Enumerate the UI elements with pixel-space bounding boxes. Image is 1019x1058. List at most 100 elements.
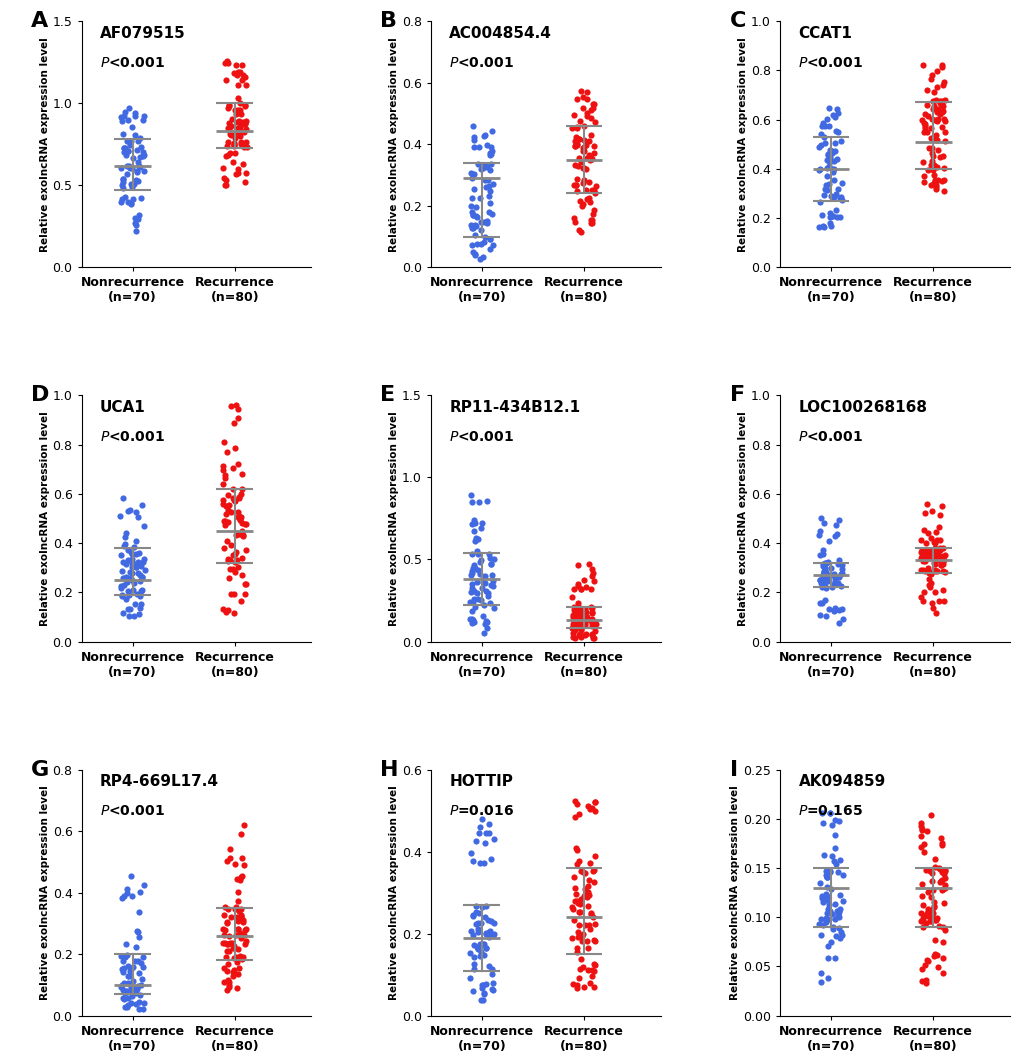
Point xyxy=(219,54,235,71)
Point xyxy=(474,980,490,997)
Point xyxy=(224,940,240,956)
Point xyxy=(114,562,130,579)
Point xyxy=(115,952,131,969)
Point xyxy=(564,120,580,136)
Point xyxy=(924,84,941,101)
Point xyxy=(480,171,496,188)
Point xyxy=(237,165,254,182)
Point xyxy=(931,860,948,877)
Point xyxy=(227,166,244,183)
Point xyxy=(811,606,827,623)
Point xyxy=(112,948,128,965)
Point xyxy=(483,123,499,140)
Point xyxy=(925,945,942,962)
Point xyxy=(463,565,479,582)
Point xyxy=(921,549,937,566)
Point xyxy=(215,476,231,493)
Point xyxy=(587,794,603,810)
Point xyxy=(463,546,479,563)
Point xyxy=(825,603,842,620)
Point xyxy=(915,114,931,131)
Point xyxy=(924,545,941,562)
Point xyxy=(918,900,934,917)
Point xyxy=(218,915,234,932)
Point xyxy=(226,440,243,457)
Point xyxy=(582,127,598,144)
Point xyxy=(575,959,591,975)
Point xyxy=(578,182,594,199)
Point xyxy=(481,595,497,612)
Point xyxy=(816,910,833,927)
Point xyxy=(814,217,830,234)
Point xyxy=(817,878,834,895)
Point xyxy=(575,175,591,191)
Point xyxy=(133,568,150,585)
Point xyxy=(930,917,947,934)
Point xyxy=(575,864,591,881)
Point xyxy=(825,108,842,125)
Point xyxy=(827,928,844,945)
Point xyxy=(569,944,585,961)
Point xyxy=(914,592,930,609)
Point xyxy=(229,912,246,929)
Point xyxy=(568,177,584,194)
Point xyxy=(815,577,832,594)
Point xyxy=(221,121,237,138)
Point xyxy=(812,927,828,944)
Point xyxy=(484,236,500,253)
Point xyxy=(122,134,139,151)
Point xyxy=(925,859,942,876)
Point xyxy=(813,804,829,821)
Point xyxy=(472,553,488,570)
Point xyxy=(814,129,830,146)
Point xyxy=(569,856,585,873)
Point xyxy=(817,886,834,902)
Point xyxy=(912,544,928,561)
Point xyxy=(219,553,235,570)
Point xyxy=(572,625,588,642)
Point xyxy=(225,135,242,152)
Point xyxy=(826,895,843,912)
Point xyxy=(116,188,132,205)
Point xyxy=(818,567,835,584)
Point xyxy=(233,950,250,967)
Point xyxy=(467,514,483,531)
Point xyxy=(933,581,950,598)
Point xyxy=(119,982,136,999)
Point xyxy=(932,863,949,880)
Point xyxy=(817,181,834,198)
Point xyxy=(931,540,948,557)
Point xyxy=(925,166,942,183)
Point xyxy=(113,579,129,596)
Point xyxy=(463,198,479,215)
Y-axis label: Relative exolncRNA expression level: Relative exolncRNA expression level xyxy=(388,785,398,1000)
Point xyxy=(918,952,934,969)
Point xyxy=(923,595,940,612)
Point xyxy=(135,144,151,161)
Point xyxy=(483,981,499,998)
Point xyxy=(466,560,482,577)
Point xyxy=(586,933,602,950)
Point xyxy=(112,508,128,525)
Point xyxy=(587,802,603,819)
Point xyxy=(577,916,593,933)
Point xyxy=(825,576,842,592)
Point xyxy=(571,600,587,617)
Point xyxy=(578,107,594,124)
Point xyxy=(934,965,951,982)
Point xyxy=(570,578,586,595)
Point xyxy=(130,545,147,562)
Point xyxy=(583,906,599,923)
Point xyxy=(820,152,837,169)
Point xyxy=(237,920,254,937)
Point xyxy=(820,601,837,618)
Point xyxy=(115,888,131,905)
Point xyxy=(580,877,596,894)
Point xyxy=(219,955,235,972)
Point xyxy=(485,176,501,193)
Point xyxy=(925,540,942,557)
Point xyxy=(230,102,247,118)
Point xyxy=(571,149,587,166)
Point xyxy=(935,74,952,91)
Point xyxy=(933,871,950,888)
